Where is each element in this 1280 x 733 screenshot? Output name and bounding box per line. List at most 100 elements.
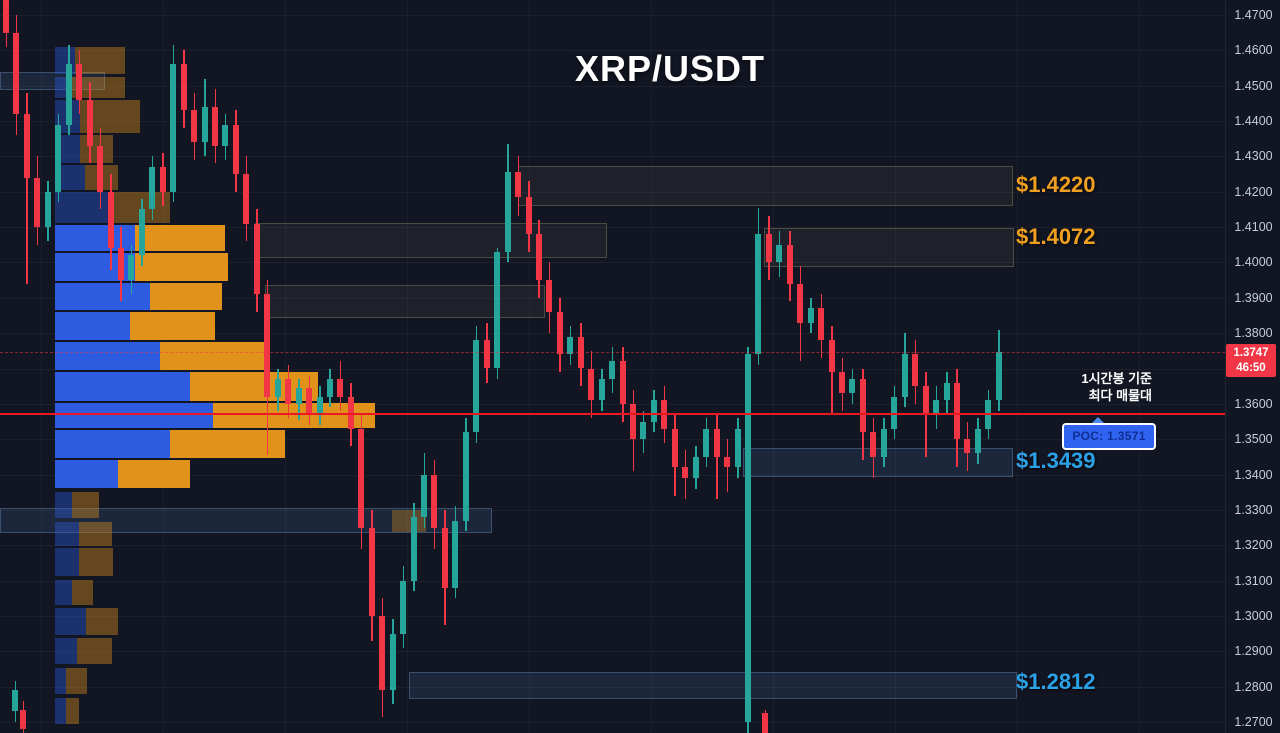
- poc-arrow-up-icon: [1090, 417, 1106, 425]
- candle: [274, 379, 281, 397]
- candle: [389, 633, 396, 691]
- candle: [859, 379, 866, 433]
- candle: [452, 520, 459, 588]
- candle: [431, 474, 438, 528]
- volume-profile-buy-bar: [55, 341, 160, 371]
- candle: [567, 336, 574, 355]
- candle: [598, 379, 605, 401]
- volume-profile-buy-bar: [55, 311, 130, 340]
- candle: [180, 64, 187, 111]
- gridline-vertical: [773, 0, 774, 733]
- volume-profile-sell-bar: [66, 697, 79, 725]
- korean-annotation: 1시간봉 기준 최다 매물대: [1018, 370, 1152, 404]
- volume-profile-buy-bar: [55, 579, 72, 606]
- volume-profile-buy-bar: [55, 430, 170, 459]
- chart-canvas[interactable]: $1.4220 $1.4072 $1.3439 $1.2812 XRP/USDT 1시…: [0, 0, 1225, 733]
- volume-profile-buy-bar: [55, 460, 118, 489]
- gridline-vertical: [651, 0, 652, 733]
- candle: [379, 615, 386, 691]
- candle: [786, 244, 793, 284]
- candle: [285, 379, 292, 404]
- candle: [912, 354, 919, 387]
- candle: [943, 382, 950, 401]
- candle: [630, 403, 636, 440]
- candle: [97, 145, 104, 192]
- candle: [755, 234, 762, 355]
- volume-profile-sell-bar: [75, 47, 125, 75]
- candle: [839, 372, 845, 394]
- gridline-vertical: [407, 0, 408, 733]
- candle: [807, 308, 814, 323]
- candle: [107, 191, 114, 249]
- price-level-label: $1.4072: [1016, 223, 1096, 249]
- price-axis-label: 1.4100: [1234, 220, 1273, 235]
- price-axis-label: 1.2900: [1234, 644, 1273, 659]
- candle: [23, 113, 30, 178]
- gridline-horizontal: [0, 474, 1225, 476]
- last-price-badge[interactable]: 1.3747 46:50: [1226, 343, 1276, 377]
- candle: [337, 379, 344, 397]
- candle: [358, 428, 365, 528]
- poc-horizontal-line[interactable]: [0, 413, 1225, 416]
- candle: [170, 64, 177, 192]
- price-axis[interactable]: 1.4700 1.4600 1.4500 1.4400 1.4300 1.4200 1.41…: [1225, 0, 1280, 733]
- volume-profile-buy-bar: [55, 282, 150, 310]
- price-axis-label: 1.3300: [1234, 502, 1273, 517]
- candle: [128, 255, 135, 281]
- price-axis-label: 1.4500: [1234, 78, 1273, 93]
- candle: [901, 354, 908, 397]
- candle: [588, 368, 595, 401]
- gridline-horizontal: [0, 545, 1225, 547]
- candle: [535, 234, 542, 281]
- candle: [776, 244, 783, 263]
- gridline-horizontal: [0, 439, 1225, 441]
- price-axis-label: 1.4000: [1234, 255, 1273, 270]
- candle: [619, 361, 626, 404]
- price-axis-label: 1.2700: [1234, 715, 1273, 729]
- volume-profile-sell-bar: [170, 430, 285, 459]
- annotation-line-2: 최다 매물대: [1088, 388, 1152, 403]
- gridline-horizontal: [0, 651, 1225, 653]
- volume-profile-sell-bar: [77, 637, 112, 665]
- candle: [494, 251, 501, 369]
- candle: [368, 527, 375, 616]
- volume-profile-buy-bar: [55, 548, 79, 577]
- candle: [159, 167, 166, 192]
- price-axis-label: 1.4700: [1234, 8, 1273, 22]
- candle: [421, 474, 427, 517]
- candle: [86, 99, 93, 146]
- gridline-vertical: [1017, 0, 1018, 733]
- price-level-label: $1.4220: [1016, 171, 1096, 197]
- candle: [243, 174, 250, 224]
- candle: [212, 106, 218, 146]
- candle: [922, 386, 929, 415]
- candle: [34, 177, 41, 228]
- candle: [609, 361, 616, 380]
- gridline-horizontal: [0, 403, 1225, 405]
- volume-profile-buy-bar: [55, 224, 135, 251]
- price-axis-label: 1.2800: [1234, 679, 1273, 694]
- volume-profile-buy-bar: [55, 697, 66, 725]
- zone: [409, 672, 1017, 700]
- candle: [995, 351, 1002, 401]
- volume-profile-sell-bar: [118, 460, 190, 489]
- candle: [703, 428, 710, 457]
- candle: [306, 387, 313, 413]
- poc-value-label[interactable]: POC: 1.3571: [1062, 423, 1156, 450]
- candle: [138, 209, 145, 256]
- price-axis-label: 1.3500: [1234, 432, 1273, 447]
- candle: [117, 248, 124, 281]
- gridline-horizontal: [0, 509, 1225, 511]
- gridline-horizontal: [0, 722, 1225, 723]
- candle: [222, 124, 229, 146]
- gridline-horizontal: [0, 191, 1225, 193]
- price-axis-label: 1.4400: [1234, 114, 1273, 129]
- candle: [765, 234, 772, 263]
- price-axis-label: 1.3400: [1234, 467, 1273, 482]
- volume-profile-sell-bar: [79, 548, 113, 577]
- volume-profile-sell-bar: [135, 224, 225, 251]
- volume-profile-sell-bar: [66, 667, 87, 694]
- last-price-value: 1.3747: [1233, 346, 1269, 359]
- candle: [880, 428, 887, 457]
- candle: [744, 354, 751, 722]
